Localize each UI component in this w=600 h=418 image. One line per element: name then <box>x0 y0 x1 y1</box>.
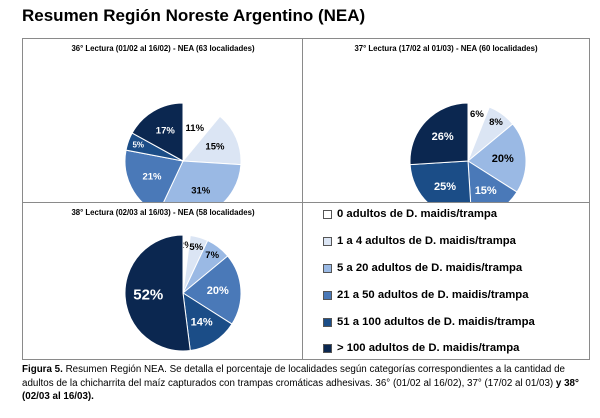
figure-caption: Figura 5. Resumen Región NEA. Se detalla… <box>22 363 590 404</box>
pie-slice-label: 25% <box>434 181 456 193</box>
legend-swatch <box>323 236 332 246</box>
pie-slice-label: 5% <box>189 242 203 253</box>
pie-chart-37: 6% 8% 20% 15% 25% 26% <box>409 102 527 203</box>
legend-item: 0 adultos de D. maidis/trampa <box>323 208 497 220</box>
chart-panel-37: 37° Lectura (17/02 al 01/03) - NEA (60 l… <box>302 38 590 204</box>
pie-slice-label: 52% <box>133 287 163 304</box>
pie-slice-label: 6% <box>470 109 484 120</box>
chart-title-37: 37° Lectura (17/02 al 01/03) - NEA (60 l… <box>354 44 538 53</box>
pie-slice-label: 2% <box>179 240 193 251</box>
chart-title-38: 38° Lectura (02/03 al 16/03) - NEA (58 l… <box>71 208 255 217</box>
legend-swatch <box>323 290 332 300</box>
legend-item: 5 a 20 adultos de D. maidis/trampa <box>323 262 522 274</box>
chart-panel-38: 38° Lectura (02/03 al 16/03) - NEA (58 l… <box>22 202 304 360</box>
page-title: Resumen Región Noreste Argentino (NEA) <box>22 6 366 25</box>
caption-label: Figura 5. <box>22 364 63 375</box>
pie-slice <box>409 160 472 203</box>
pie-slice-label: 20% <box>207 285 229 297</box>
pie-slice <box>162 160 242 203</box>
chart-title-36: 36° Lectura (01/02 al 16/02) - NEA (63 l… <box>71 44 255 53</box>
pie-slice <box>124 149 184 203</box>
pie-slice-label: 15% <box>475 185 497 197</box>
pie-slice-label: 11% <box>186 123 205 134</box>
pie-slice-label: 7% <box>205 250 219 261</box>
legend-panel: 0 adultos de D. maidis/trampa 1 a 4 adul… <box>302 202 590 360</box>
pie-slice <box>467 160 518 203</box>
legend-label: 0 adultos de D. maidis/trampa <box>337 208 498 220</box>
chart-panel-36: 36° Lectura (01/02 al 16/02) - NEA (63 l… <box>22 38 304 204</box>
pie-slice-label: 5% <box>132 140 144 149</box>
pie-slice-label: 15% <box>205 142 225 153</box>
pie-slice-label: 26% <box>432 131 454 143</box>
legend-item: 21 a 50 adultos de D. maidis/trampa <box>323 289 529 301</box>
legend-swatch <box>323 343 332 353</box>
legend-swatch <box>323 263 332 273</box>
pie-slice-label: 31% <box>191 185 211 196</box>
pie-slice <box>182 255 242 325</box>
pie-slice-label: 14% <box>191 316 213 328</box>
legend-item: 51 a 100 adultos de D. maidis/trampa <box>323 316 535 328</box>
legend-label: > 100 adultos de D. maidis/trampa <box>337 342 520 354</box>
legend-label: 1 a 4 adultos de D. maidis/trampa <box>337 235 516 247</box>
pie-slice <box>467 123 527 193</box>
pie-slice-label: 17% <box>156 126 176 137</box>
pie-slice <box>124 234 191 352</box>
pie-chart-38: 2%5%7% 20% 14% 52% <box>124 234 242 352</box>
pie-slice <box>181 115 242 166</box>
caption-text: Resumen Región NEA. Se detalla el porcen… <box>22 364 565 389</box>
pie-slice <box>182 292 233 352</box>
pie-slice <box>409 102 469 166</box>
legend-label: 5 a 20 adultos de D. maidis/trampa <box>337 262 523 274</box>
pie-slice-label: 20% <box>492 153 514 165</box>
legend-label: 21 a 50 adultos de D. maidis/trampa <box>337 289 529 301</box>
legend-swatch <box>323 209 332 219</box>
legend-swatch <box>323 317 332 327</box>
pie-slice-label: 21% <box>142 171 162 182</box>
pie-slice <box>131 102 184 162</box>
pie-slice-label: 8% <box>489 117 503 128</box>
caption-tail: y 38° (02/03 al 16/03). <box>22 377 579 403</box>
legend-item: 1 a 4 adultos de D. maidis/trampa <box>323 235 516 247</box>
legend-label: 51 a 100 adultos de D. maidis/trampa <box>337 316 535 328</box>
legend-item: > 100 adultos de D. maidis/trampa <box>323 342 519 354</box>
pie-chart-36: 11%15% 31% 21% 5% 17% <box>124 102 242 203</box>
